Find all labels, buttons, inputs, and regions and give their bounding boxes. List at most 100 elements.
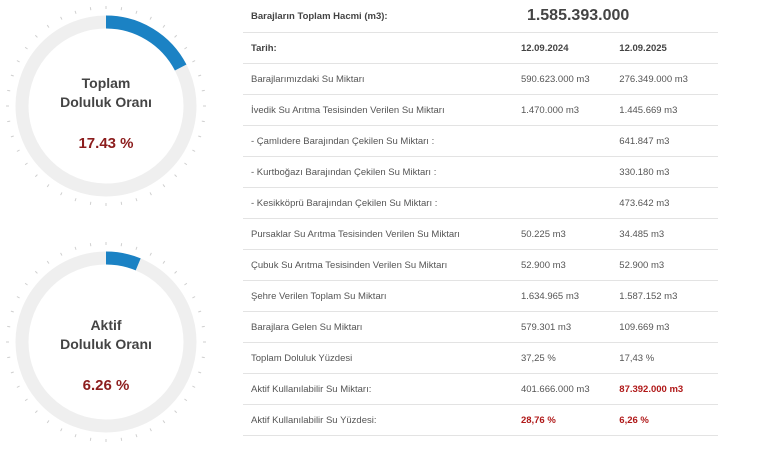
total-volume-label: Barajların Toplam Hacmi (m3): <box>243 0 513 33</box>
gauge-tick <box>24 162 28 166</box>
gauge-tick <box>74 434 77 438</box>
gauge-tick <box>174 174 178 178</box>
total-fill-gauge: Toplam Doluluk Oranı 17.43 % <box>0 0 212 212</box>
gauge-tick <box>184 46 188 50</box>
value-2025: 330.180 m3 <box>611 156 718 188</box>
active-fill-gauge-svg <box>6 242 206 442</box>
gauge-tick <box>74 10 77 14</box>
total-gauge-value: 17.43 % <box>78 135 134 152</box>
total-gauge-title-line1: Toplam <box>81 75 131 91</box>
table-row: Aktif Kullanılabilir Su Yüzdesi: 28,76 % 6… <box>243 404 718 436</box>
table-row: Çubuk Su Arıtma Tesisinden Verilen Su Mi… <box>243 249 718 281</box>
gauge-tick <box>198 310 202 313</box>
gauge-tick <box>192 60 196 63</box>
value-2025: 1.587.152 m3 <box>611 280 718 312</box>
date-label: Tarih: <box>243 32 513 64</box>
value-2025: 276.349.000 m3 <box>611 63 718 95</box>
gauge-tick <box>60 428 63 432</box>
table-row: Barajlara Gelen Su Miktarı 579.301 m3 109.… <box>243 311 718 343</box>
active-fill-gauge: Aktif Doluluk Oranı 6.26 % <box>0 236 212 448</box>
gauge-tick <box>74 246 77 250</box>
gauge-tick <box>149 192 152 196</box>
gauge-tick <box>184 398 188 402</box>
row-label: Aktif Kullanılabilir Su Miktarı: <box>243 373 513 405</box>
gauge-tick <box>198 74 202 77</box>
value-2025: 473.642 m3 <box>611 187 718 219</box>
value-2024: 50.225 m3 <box>512 218 612 250</box>
gauge-fill-arc <box>105 251 141 271</box>
value-2025: 34.485 m3 <box>611 218 718 250</box>
value-2024: 28,76 % <box>512 404 612 436</box>
value-2024: 1.634.965 m3 <box>512 280 612 312</box>
active-gauge-title-line1: Aktif <box>90 317 122 333</box>
active-gauge-value: 6.26 % <box>82 377 130 394</box>
gauge-tick <box>135 434 138 438</box>
gauge-tick <box>16 296 20 299</box>
gauge-tick <box>174 34 178 38</box>
gauge-tick <box>192 149 196 152</box>
row-label: - Kesikköprü Barajından Çekilen Su Mikta… <box>243 187 513 219</box>
row-label: Şehre Verilen Toplam Su Miktarı <box>243 280 513 312</box>
gauge-tick <box>135 10 138 14</box>
value-2024 <box>512 125 612 157</box>
value-2025: 17,43 % <box>611 342 718 374</box>
gauge-tick <box>192 296 196 299</box>
gauge-tick <box>149 428 152 432</box>
gauge-tick <box>162 24 166 28</box>
gauge-tick <box>10 310 14 313</box>
value-2025: 1.445.669 m3 <box>611 94 718 126</box>
gauge-tick <box>74 198 77 202</box>
value-2024: 1.470.000 m3 <box>512 94 612 126</box>
table-row: - Çamlıdere Barajından Çekilen Su Miktar… <box>243 125 718 157</box>
value-2025: 109.669 m3 <box>611 311 718 343</box>
table-row: Şehre Verilen Toplam Su Miktarı 1.634.965… <box>243 280 718 312</box>
gauge-tick <box>60 252 63 256</box>
table-row: Barajlarımızdaki Su Miktarı 590.623.000 m… <box>243 63 718 95</box>
table-row: - Kesikköprü Barajından Çekilen Su Mikta… <box>243 187 718 219</box>
value-2025: 641.847 m3 <box>611 125 718 157</box>
gauge-tick <box>174 270 178 274</box>
value-2025: 52.900 m3 <box>611 249 718 281</box>
active-gauge-title-line2: Doluluk Oranı <box>60 336 152 352</box>
row-label: - Kurtboğazı Barajından Çekilen Su Mikta… <box>243 156 513 188</box>
gauge-tick <box>135 246 138 250</box>
gauge-tick <box>24 46 28 50</box>
gauge-tick <box>34 34 38 38</box>
row-label: Aktif Kullanılabilir Su Yüzdesi: <box>243 404 513 436</box>
gauge-tick <box>24 282 28 286</box>
gauge-tick <box>192 385 196 388</box>
value-2024: 401.666.000 m3 <box>512 373 612 405</box>
gauge-fill-arc <box>105 15 187 71</box>
gauge-tick <box>162 260 166 264</box>
gauge-tick <box>34 410 38 414</box>
value-2025: 6,26 % <box>611 404 718 436</box>
gauge-tick <box>162 420 166 424</box>
table-row: Aktif Kullanılabilir Su Miktarı: 401.666.… <box>243 373 718 405</box>
total-volume-value: 1.585.393.000 <box>512 0 718 33</box>
gauge-tick <box>10 74 14 77</box>
gauge-tick <box>34 174 38 178</box>
total-gauge-title-line2: Doluluk Oranı <box>60 94 152 110</box>
gauge-tick <box>149 252 152 256</box>
table-row: - Kurtboğazı Barajından Çekilen Su Mikta… <box>243 156 718 188</box>
gauge-tick <box>46 184 50 188</box>
dam-statistics-table: Barajların Toplam Hacmi (m3): 1.585.393.… <box>243 0 718 436</box>
gauge-tick <box>162 184 166 188</box>
gauge-tick <box>16 385 20 388</box>
row-label: Barajlarımızdaki Su Miktarı <box>243 63 513 95</box>
gauge-tick <box>46 24 50 28</box>
gauge-tick <box>34 270 38 274</box>
gauge-tick <box>24 398 28 402</box>
value-2024: 590.623.000 m3 <box>512 63 612 95</box>
gauge-tick <box>10 135 14 138</box>
gauge-tick <box>184 162 188 166</box>
row-label: Pursaklar Su Arıtma Tesisinden Verilen S… <box>243 218 513 250</box>
gauge-tick <box>184 282 188 286</box>
value-2024: 52.900 m3 <box>512 249 612 281</box>
total-fill-gauge-svg <box>6 6 206 206</box>
row-label: - Çamlıdere Barajından Çekilen Su Miktar… <box>243 125 513 157</box>
gauge-tick <box>198 371 202 374</box>
date-header-row: Tarih: 12.09.2024 12.09.2025 <box>243 32 718 64</box>
gauge-tick <box>16 60 20 63</box>
row-label: Çubuk Su Arıtma Tesisinden Verilen Su Mi… <box>243 249 513 281</box>
